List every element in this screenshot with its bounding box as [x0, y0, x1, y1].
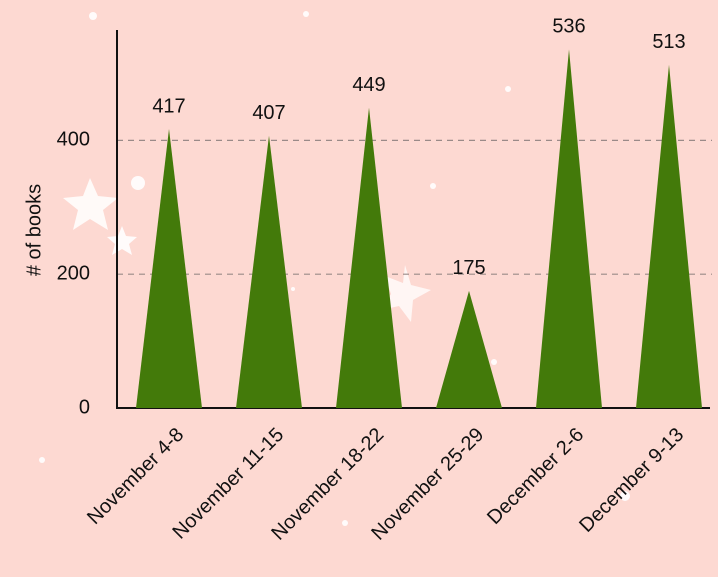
bar	[136, 129, 202, 408]
x-tick-label: November 4-8	[83, 424, 188, 529]
value-label: 175	[452, 257, 485, 279]
y-tick-label: 0	[79, 396, 90, 418]
bar	[436, 291, 502, 408]
value-label: 417	[152, 95, 185, 117]
y-axis-label: # of books	[23, 184, 45, 276]
bar	[236, 136, 302, 408]
bar	[336, 108, 402, 408]
chart: # of books 0200400417November 4-8407Nove…	[0, 0, 718, 577]
y-tick-label: 200	[57, 262, 90, 284]
decoration	[39, 11, 630, 526]
value-label: 536	[552, 16, 585, 38]
bar	[536, 49, 602, 408]
value-label: 513	[652, 31, 685, 53]
x-tick-label: December 2-6	[483, 424, 588, 529]
y-tick-label: 400	[57, 129, 90, 151]
x-tick-label: December 9-13	[575, 424, 688, 537]
value-label: 449	[352, 74, 385, 96]
page: {"chart_data": {"type": "triangle-bar", …	[0, 0, 718, 577]
bar	[636, 65, 702, 408]
value-label: 407	[252, 102, 285, 124]
